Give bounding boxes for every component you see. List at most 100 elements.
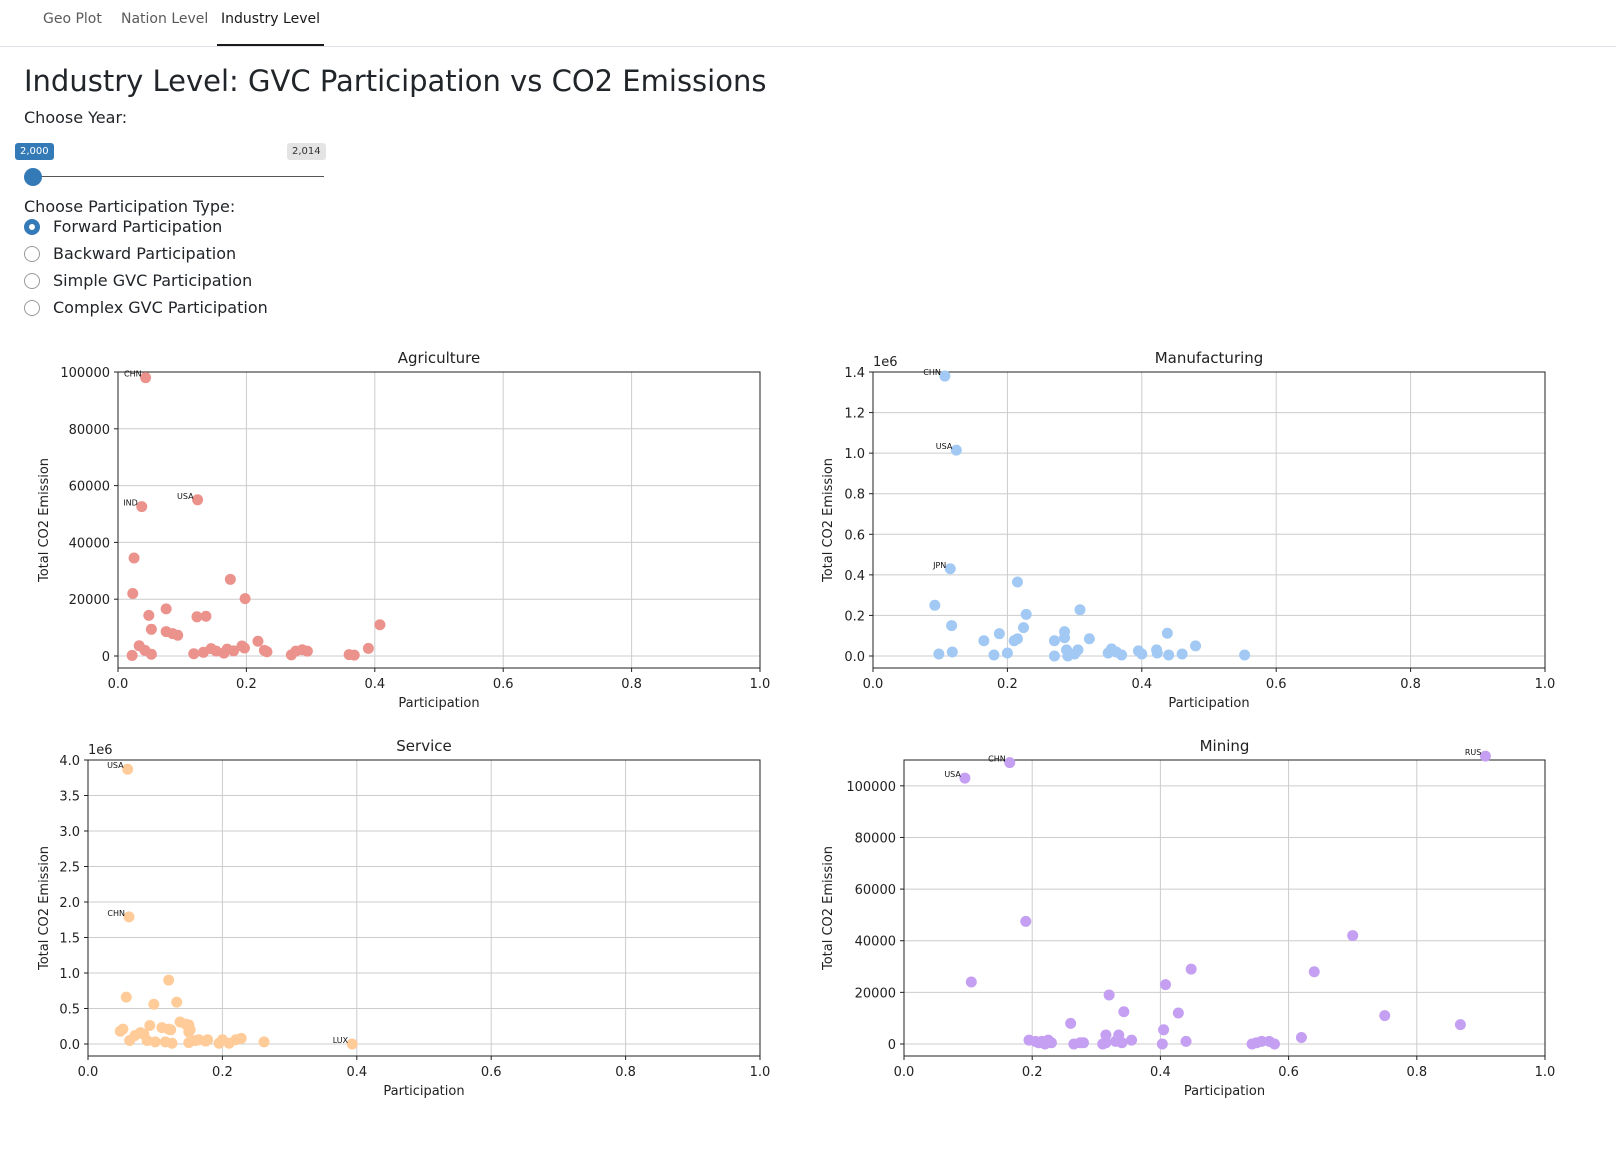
x-tick-label: 0.8 xyxy=(1406,1065,1427,1080)
chart-service: 0.0 0.2 0.4 0.6 0.8 1.0 0.0 0.5 1.0 1.5 2.0 2.5 3.0 3… xyxy=(37,737,770,1099)
data-point xyxy=(122,763,134,775)
y-tick-label: 1.5 xyxy=(59,932,80,947)
data-point xyxy=(1295,1032,1307,1044)
data-point xyxy=(1065,1017,1077,1029)
slider-track[interactable] xyxy=(32,176,324,177)
data-point xyxy=(939,370,951,382)
data-point xyxy=(1048,635,1060,647)
data-point xyxy=(165,1024,177,1036)
data-point xyxy=(348,649,360,661)
y-tick-label: 0.0 xyxy=(844,650,865,665)
data-point xyxy=(160,603,172,615)
y-tick-label: 3.5 xyxy=(59,790,80,805)
data-point xyxy=(261,646,273,658)
plot-frame xyxy=(903,759,1546,1057)
radio-button[interactable] xyxy=(24,246,40,262)
x-tick-label: 0.6 xyxy=(481,1065,502,1080)
point-label: RUS xyxy=(1465,748,1482,757)
radio-label: Forward Participation xyxy=(53,217,223,236)
radio-button[interactable] xyxy=(24,273,40,289)
x-tick-label: 0.4 xyxy=(364,677,385,692)
data-point xyxy=(988,649,1000,661)
data-point xyxy=(1100,1037,1112,1049)
data-point xyxy=(128,552,140,564)
data-point xyxy=(1185,963,1197,975)
y-tick-label: 0.6 xyxy=(844,528,865,543)
data-point xyxy=(1454,1019,1466,1031)
data-point xyxy=(1479,750,1491,762)
y-axis-label: Total CO2 Emission xyxy=(821,846,836,971)
x-tick-label: 0.6 xyxy=(493,677,514,692)
point-label: CHN xyxy=(988,755,1006,764)
data-point xyxy=(120,991,132,1003)
chart-agriculture: 0.0 0.2 0.4 0.6 0.8 1.0 0 20000 40000 60000 80000 1… xyxy=(37,349,770,711)
y-tick-label: 1.2 xyxy=(844,407,865,422)
y-tick-label: 1.0 xyxy=(59,967,80,982)
data-point xyxy=(1100,1029,1112,1041)
data-point xyxy=(123,911,135,923)
tab-geo-plot[interactable]: Geo Plot xyxy=(43,11,102,27)
y-tick-label: 1.0 xyxy=(844,447,865,462)
data-point xyxy=(144,1020,156,1032)
data-point xyxy=(1116,649,1128,661)
data-point xyxy=(145,623,157,635)
data-point xyxy=(145,648,157,660)
y-tick-label: 0.8 xyxy=(844,488,865,503)
radio-button[interactable] xyxy=(24,219,40,235)
y-tick-label: 80000 xyxy=(855,831,896,846)
plot-frame xyxy=(117,371,761,669)
radio-button[interactable] xyxy=(24,300,40,316)
data-point xyxy=(1083,633,1095,645)
y-tick-label: 0.2 xyxy=(844,609,865,624)
data-point xyxy=(1020,915,1032,927)
radio-label: Backward Participation xyxy=(53,244,237,263)
data-point xyxy=(933,648,945,660)
data-point xyxy=(140,372,152,384)
x-tick-label: 0.6 xyxy=(1278,1065,1299,1080)
radio-label: Complex GVC Participation xyxy=(53,298,268,317)
y-tick-label: 0 xyxy=(102,650,110,665)
x-tick-label: 0.4 xyxy=(1150,1065,1171,1080)
data-point xyxy=(1151,647,1163,659)
slider-handle[interactable] xyxy=(24,168,42,186)
data-point xyxy=(184,1024,196,1036)
data-point xyxy=(228,645,240,657)
x-tick-label: 1.0 xyxy=(1535,677,1556,692)
data-point xyxy=(166,1037,178,1049)
data-point xyxy=(239,593,251,605)
data-point xyxy=(143,609,155,621)
data-point xyxy=(1239,649,1251,661)
y-axis-label: Total CO2 Emission xyxy=(821,458,836,583)
data-point xyxy=(1072,644,1084,656)
x-tick-label: 1.0 xyxy=(750,677,771,692)
x-axis-label: Participation xyxy=(398,696,479,711)
data-point xyxy=(1116,1037,1128,1049)
x-axis-label: Participation xyxy=(383,1084,464,1099)
data-point xyxy=(1136,648,1148,660)
y-tick-label: 2.0 xyxy=(59,896,80,911)
tab-industry-level[interactable]: Industry Level xyxy=(217,0,324,46)
data-point xyxy=(127,588,139,600)
tab-nation-level[interactable]: Nation Level xyxy=(121,11,209,27)
point-label: LUX xyxy=(333,1036,349,1045)
x-tick-label: 0.0 xyxy=(894,1065,915,1080)
data-point xyxy=(301,645,313,657)
data-point xyxy=(946,646,958,658)
data-point xyxy=(252,635,264,647)
x-axis-label: Participation xyxy=(1168,696,1249,711)
data-point xyxy=(944,563,956,575)
x-tick-label: 0.0 xyxy=(78,1065,99,1080)
point-label: CHN xyxy=(923,368,941,377)
chart-mining: 0.0 0.2 0.4 0.6 0.8 1.0 0 20000 40000 60000 80000 1… xyxy=(821,737,1555,1099)
chart-title: Mining xyxy=(1200,737,1250,755)
x-tick-label: 0.0 xyxy=(863,677,884,692)
data-point xyxy=(238,642,250,654)
data-point xyxy=(202,1034,214,1046)
x-tick-label: 0.0 xyxy=(108,677,129,692)
data-point xyxy=(117,1023,129,1035)
y-axis-label: Total CO2 Emission xyxy=(37,846,52,971)
data-point xyxy=(965,976,977,988)
year-slider[interactable]: 2,000 2,014 xyxy=(15,136,326,186)
y-tick-label: 80000 xyxy=(69,423,110,438)
data-point xyxy=(224,573,236,585)
